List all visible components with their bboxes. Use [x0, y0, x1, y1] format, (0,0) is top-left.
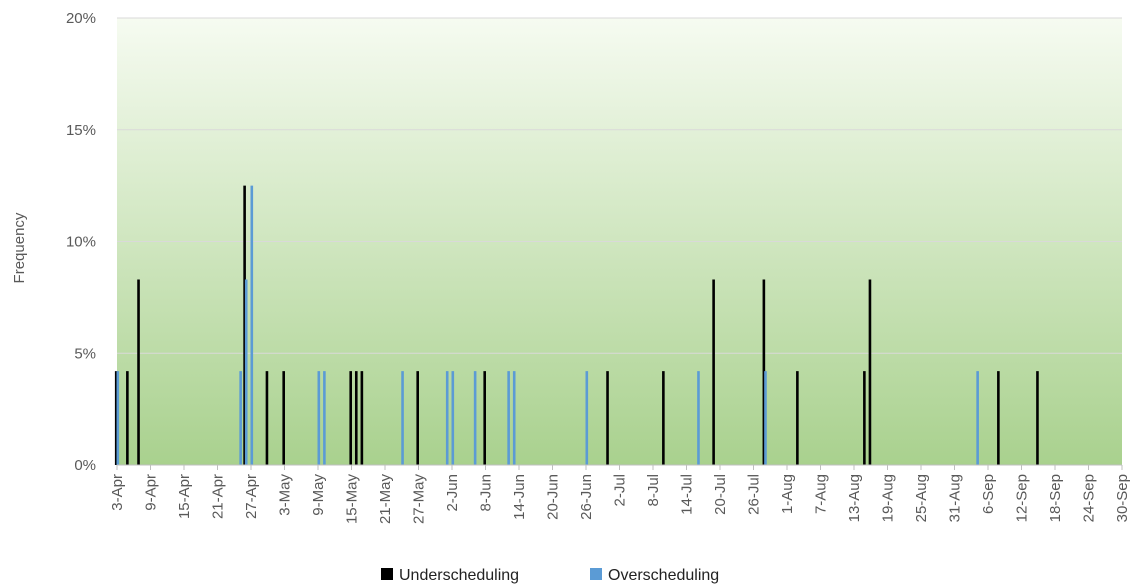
x-tick-label: 27-Apr: [243, 474, 260, 519]
bar-underscheduling: [796, 371, 799, 465]
bar-overscheduling: [451, 371, 455, 465]
bar-underscheduling: [662, 371, 665, 465]
bar-overscheduling: [317, 371, 321, 465]
x-tick-label: 2-Jun: [444, 474, 461, 512]
x-tick-label: 25-Aug: [913, 474, 930, 522]
y-tick-label: 20%: [66, 10, 96, 27]
x-tick-label: 12-Sep: [1014, 474, 1031, 522]
x-tick-label: 20-Jul: [712, 474, 729, 515]
bar-overscheduling: [697, 371, 700, 465]
gridlines: [117, 17, 1122, 354]
bar-underscheduling: [712, 279, 715, 465]
x-tick-label: 21-May: [377, 474, 394, 525]
bar-overscheduling: [507, 371, 510, 465]
bar-underscheduling: [354, 371, 358, 465]
bar-overscheduling: [401, 371, 404, 465]
bar-underscheduling: [360, 371, 364, 465]
bar-underscheduling: [762, 279, 766, 465]
bar-overscheduling: [764, 371, 767, 465]
bar-overscheduling: [239, 371, 242, 465]
bar-overscheduling: [250, 185, 254, 465]
x-tick-label: 14-Jun: [511, 474, 528, 520]
x-tick-label: 27-May: [411, 474, 428, 525]
x-tick-label: 3-May: [277, 474, 294, 516]
x-tick-label: 19-Aug: [880, 474, 897, 522]
x-tick-label: 13-Aug: [846, 474, 863, 522]
bar-underscheduling: [282, 371, 285, 465]
bar-overscheduling: [445, 371, 449, 465]
y-axis-title: Frequency: [11, 212, 28, 283]
bar-overscheduling: [512, 371, 516, 465]
x-tick-label: 18-Sep: [1047, 474, 1064, 522]
bar-underscheduling: [997, 371, 1000, 465]
x-tick-label: 20-Jun: [545, 474, 562, 520]
bar-underscheduling: [243, 185, 246, 465]
y-tick-label: 0%: [74, 457, 96, 474]
x-axis-ticks: 3-Apr 9-Apr 15-Apr 21-Apr 27-Apr 3-May 9-May 15…: [109, 465, 1131, 524]
x-tick-label: 8-Jun: [478, 474, 495, 512]
bar-overscheduling: [116, 371, 120, 465]
bar-underscheduling: [416, 371, 419, 465]
bar-underscheduling: [126, 371, 129, 465]
y-tick-label: 10%: [66, 234, 96, 251]
x-tick-label: 26-Jul: [746, 474, 763, 515]
bar-underscheduling: [1036, 371, 1039, 465]
bar-underscheduling: [863, 371, 866, 465]
x-tick-label: 9-Apr: [143, 474, 160, 511]
y-tick-label: 5%: [74, 345, 96, 362]
bar-overscheduling: [585, 371, 589, 465]
x-tick-label: 31-Aug: [947, 474, 964, 522]
bar-underscheduling: [265, 371, 269, 465]
legend: Underscheduling Overscheduling: [381, 567, 719, 584]
x-tick-label: 2-Jul: [612, 474, 629, 507]
legend-label-underscheduling: Underscheduling: [399, 567, 519, 584]
bar-overscheduling: [323, 371, 326, 465]
x-tick-label: 1-Aug: [779, 474, 796, 514]
bar-underscheduling: [483, 371, 486, 465]
bars: [114, 185, 1039, 465]
bar-overscheduling: [473, 371, 477, 465]
x-tick-label: 26-Jun: [578, 474, 595, 520]
legend-swatch-underscheduling: [381, 568, 393, 580]
y-axis-ticks: 0% 5% 10% 15% 20%: [66, 10, 96, 474]
x-tick-label: 14-Jul: [679, 474, 696, 515]
x-tick-label: 24-Sep: [1081, 474, 1098, 522]
x-tick-label: 15-May: [344, 474, 361, 525]
x-tick-label: 6-Sep: [980, 474, 997, 514]
y-tick-label: 15%: [66, 122, 96, 139]
bar-underscheduling: [349, 371, 352, 465]
legend-swatch-overscheduling: [590, 568, 602, 580]
bar-underscheduling: [868, 279, 872, 465]
x-tick-label: 7-Aug: [813, 474, 830, 514]
bar-underscheduling: [606, 371, 609, 465]
x-tick-label: 15-Apr: [176, 474, 193, 519]
x-tick-label: 9-May: [310, 474, 327, 516]
x-tick-label: 3-Apr: [109, 474, 126, 511]
bar-underscheduling: [137, 279, 140, 465]
x-tick-label: 8-Jul: [645, 474, 662, 507]
bar-overscheduling: [976, 371, 979, 465]
bar-underscheduling: [114, 371, 118, 465]
x-tick-label: 30-Sep: [1114, 474, 1131, 522]
legend-label-overscheduling: Overscheduling: [608, 567, 719, 584]
bar-overscheduling: [244, 279, 248, 465]
x-tick-label: 21-Apr: [210, 474, 227, 519]
